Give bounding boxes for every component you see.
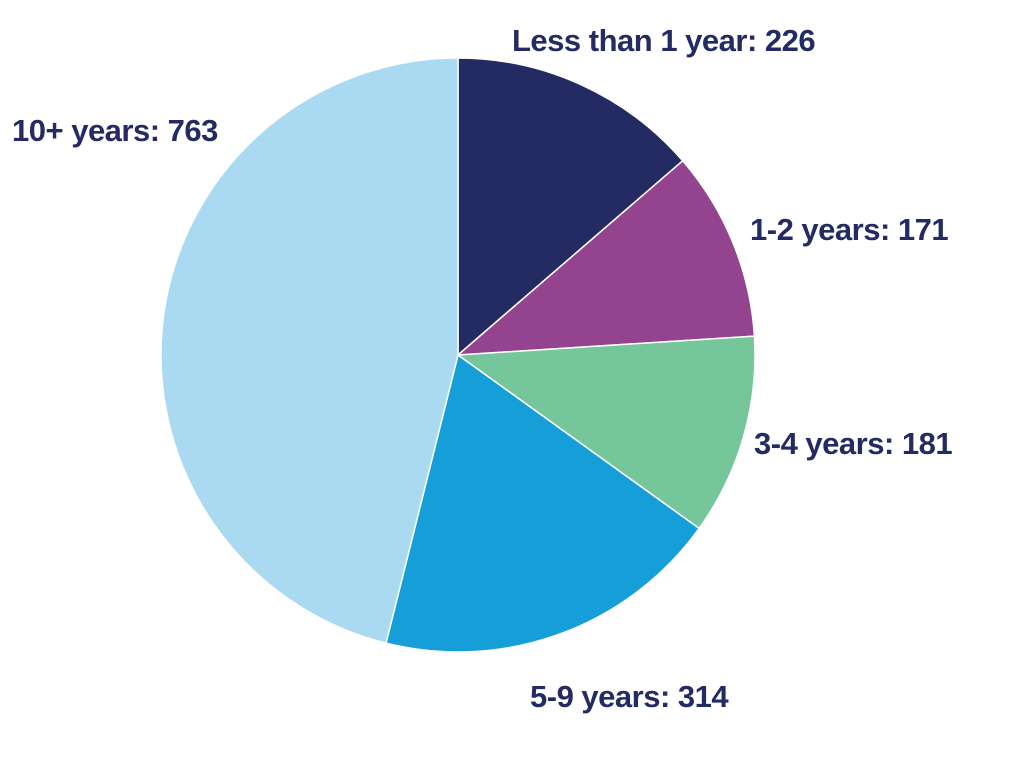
label-1-2-years: 1-2 years: 171 [750,212,948,247]
label-3-4-years: 3-4 years: 181 [754,426,952,461]
label-5-9-years: 5-9 years: 314 [530,679,729,714]
pie-slices [160,57,756,653]
pie-slice-1-2-years [455,159,756,356]
pie-slice-5-9-years [385,353,701,653]
pie-labels: Less than 1 year: 226 1-2 years: 171 3-4… [12,23,953,714]
label-10-plus-years: 10+ years: 763 [12,113,218,148]
pie-slice-less-than-1-year [457,57,684,357]
pie-slice-10-plus-years [160,57,459,645]
label-less-than-1-year: Less than 1 year: 226 [512,23,815,58]
pie-slice-3-4-years [455,335,756,530]
